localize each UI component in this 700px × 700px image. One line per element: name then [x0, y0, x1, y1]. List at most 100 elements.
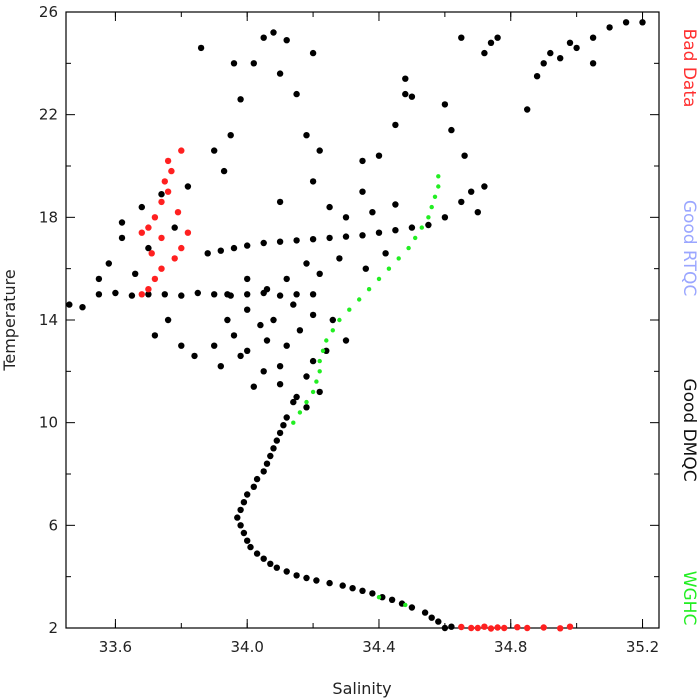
data-point — [280, 422, 287, 429]
data-point — [273, 564, 280, 571]
data-point — [211, 147, 218, 154]
data-point — [342, 337, 350, 344]
data-point — [419, 225, 424, 230]
data-point — [283, 37, 290, 44]
data-point — [230, 60, 238, 67]
data-point — [244, 275, 251, 283]
data-point — [290, 301, 297, 308]
data-point — [145, 224, 152, 231]
data-point — [589, 34, 597, 41]
data-point — [211, 342, 218, 349]
data-point — [557, 55, 564, 62]
data-point — [276, 429, 284, 437]
data-point — [244, 537, 251, 544]
data-point — [468, 624, 475, 632]
data-point — [323, 347, 330, 354]
data-point — [303, 373, 310, 380]
data-point — [237, 506, 244, 514]
data-point — [540, 60, 547, 67]
data-point — [217, 247, 224, 254]
data-point — [309, 49, 317, 57]
data-point — [253, 475, 261, 483]
data-point — [244, 491, 251, 498]
y-tick-label: 26 — [39, 3, 58, 21]
data-point — [303, 404, 310, 411]
data-point — [247, 543, 254, 551]
data-point — [138, 229, 145, 236]
data-point — [105, 260, 113, 267]
data-point — [276, 363, 284, 370]
data-point — [441, 101, 449, 108]
data-point — [392, 121, 399, 129]
legend-item-good-dmqc: Good DMQC — [679, 378, 699, 481]
data-point — [606, 24, 613, 31]
data-point — [326, 203, 333, 211]
data-point — [326, 579, 333, 587]
x-tick-label: 35.2 — [626, 638, 659, 656]
data-point — [112, 289, 119, 297]
data-point — [326, 234, 333, 242]
y-tick-label: 22 — [39, 106, 58, 124]
data-point — [413, 235, 418, 241]
legend-item-good-rtqc: Good RTQC — [679, 200, 699, 296]
data-point — [118, 234, 126, 242]
data-point — [197, 44, 205, 52]
data-point — [524, 624, 531, 632]
data-point — [240, 499, 248, 506]
data-point — [118, 219, 126, 226]
data-point — [171, 224, 178, 231]
data-point — [244, 291, 251, 298]
data-point — [158, 198, 165, 206]
data-point — [276, 198, 284, 206]
data-point — [184, 183, 192, 190]
data-point — [283, 342, 290, 349]
data-point — [316, 388, 323, 396]
data-point — [458, 198, 465, 206]
data-point — [161, 178, 168, 185]
data-point — [388, 596, 396, 603]
data-point — [128, 292, 136, 299]
data-point — [448, 623, 455, 630]
x-tick-label: 33.6 — [99, 638, 132, 656]
data-point — [250, 60, 257, 67]
data-point — [421, 609, 429, 616]
data-point — [240, 529, 248, 537]
data-point — [267, 452, 274, 460]
data-point — [234, 514, 241, 521]
data-point — [533, 73, 541, 80]
data-point — [369, 209, 376, 216]
data-point — [396, 256, 401, 261]
data-point — [260, 555, 267, 562]
data-point — [386, 266, 392, 271]
data-point — [291, 420, 296, 425]
data-point — [382, 250, 389, 257]
data-point — [309, 291, 317, 298]
data-point — [494, 624, 501, 631]
data-point — [244, 347, 251, 354]
data-point — [283, 414, 290, 421]
data-point — [178, 147, 185, 154]
data-point — [310, 389, 316, 395]
data-point — [237, 96, 244, 103]
series-wghc — [291, 174, 441, 608]
y-tick-label: 14 — [39, 311, 58, 329]
data-point — [435, 618, 442, 625]
x-axis-ticks: 33.6 34.0 34.4 34.8 35.2 — [99, 12, 659, 656]
data-point — [237, 352, 244, 360]
data-point — [481, 49, 488, 57]
data-point — [461, 152, 468, 159]
data-point — [379, 594, 386, 601]
data-point — [66, 301, 73, 308]
data-point — [260, 368, 267, 375]
data-point — [436, 184, 441, 189]
data-point — [309, 311, 317, 319]
data-point — [168, 167, 175, 175]
data-point — [191, 352, 198, 360]
data-point — [270, 29, 277, 36]
data-point — [622, 19, 630, 26]
data-point — [230, 244, 238, 252]
data-point — [145, 291, 152, 298]
data-point — [392, 227, 399, 234]
data-point — [293, 237, 300, 244]
data-point — [375, 152, 383, 159]
